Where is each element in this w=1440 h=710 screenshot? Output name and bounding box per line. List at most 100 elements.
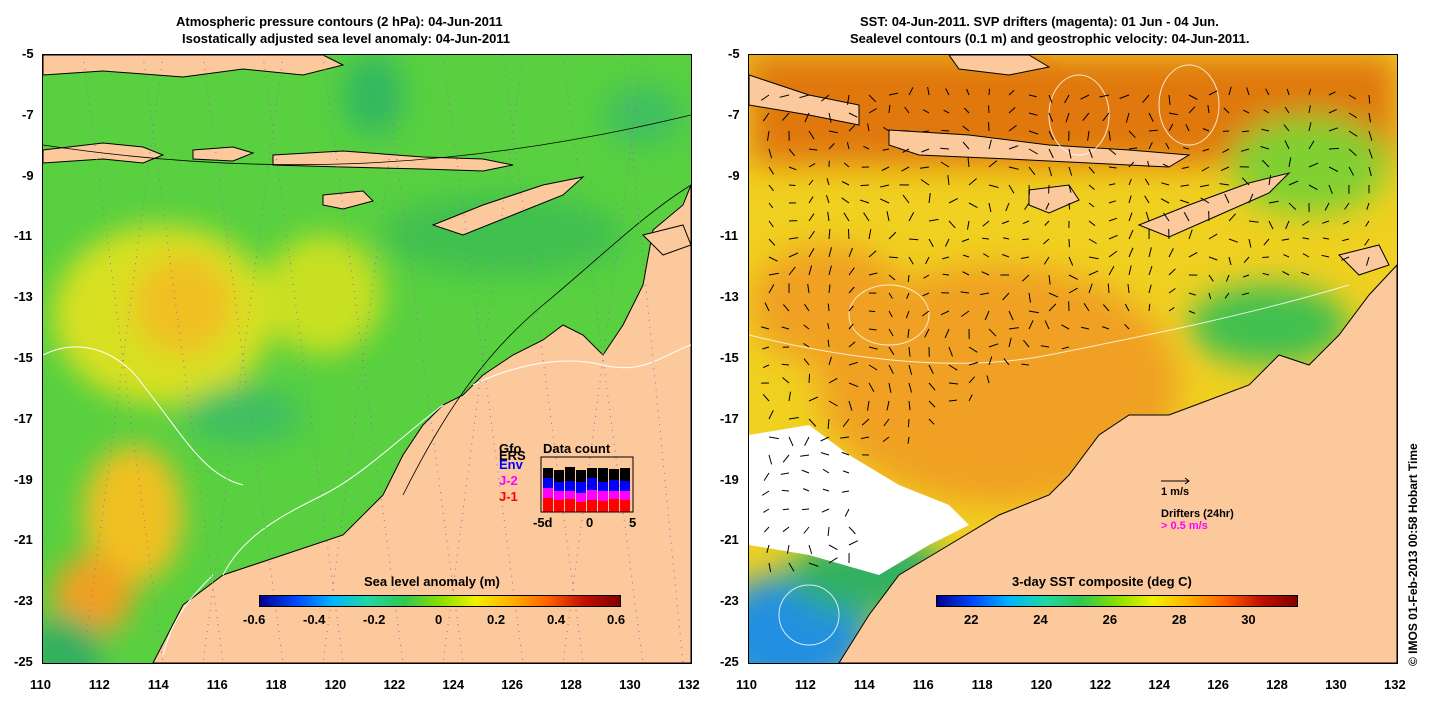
velocity-arrow [848, 323, 854, 330]
velocity-arrow [768, 256, 778, 262]
velocity-arrow [828, 229, 831, 240]
velocity-arrow [867, 400, 870, 411]
velocity-arrow [1040, 345, 1050, 348]
velocity-arrow [1125, 112, 1130, 123]
velocity-arrow [1308, 88, 1312, 96]
latitude-tick: -7 [728, 106, 740, 122]
latitude-tick: -11 [720, 228, 739, 244]
velocity-arrow [1028, 292, 1031, 303]
credit-text: © IMOS 01-Feb-2013 00:58 Hobart Time [1406, 443, 1420, 666]
velocity-arrow [1366, 202, 1370, 210]
velocity-arrow [928, 218, 939, 222]
velocity-arrow [1220, 166, 1230, 172]
velocity-arrow [1048, 303, 1057, 312]
velocity-arrow [808, 248, 815, 258]
velocity-arrow [1028, 112, 1038, 116]
right-map: 1 m/s Drifters (24hr) > 0.5 m/s [748, 54, 1398, 664]
velocity-arrow [1068, 274, 1079, 280]
velocity-arrow [888, 328, 894, 337]
velocity-arrow [1348, 166, 1355, 176]
velocity-arrow [888, 231, 897, 240]
right-title-line2: Sealevel contours (0.1 m) and geostrophi… [850, 31, 1250, 46]
velocity-arrow [1179, 199, 1190, 204]
velocity-arrow [1022, 238, 1030, 241]
velocity-arrow [841, 181, 850, 186]
velocity-arrow [1021, 363, 1030, 366]
data-count-bar [587, 468, 597, 478]
velocity-arrow [808, 162, 816, 168]
velocity-arrow [1102, 112, 1110, 122]
longitude-tick: 122 [1089, 677, 1112, 692]
velocity-arrow [1028, 166, 1036, 176]
velocity-arrow [988, 184, 999, 188]
velocity-arrow [1147, 160, 1150, 168]
velocity-arrow [968, 394, 973, 402]
velocity-arrow [1108, 217, 1118, 222]
velocity-arrow [1068, 202, 1071, 210]
velocity-arrow [1208, 256, 1218, 261]
velocity-arrow [848, 267, 855, 276]
right-colorbar-tick: 24 [1033, 612, 1048, 627]
velocity-arrow [922, 310, 930, 317]
velocity-arrow [986, 375, 990, 384]
velocity-arrow [1241, 177, 1250, 186]
sst-blob [1189, 285, 1349, 365]
velocity-arrow [1148, 284, 1152, 294]
velocity-arrow [768, 148, 773, 159]
velocity-arrow [1068, 148, 1072, 159]
velocity-arrow [888, 292, 893, 299]
velocity-arrow [788, 417, 799, 420]
velocity-arrow [1285, 220, 1290, 230]
data-count-bar [554, 470, 564, 482]
velocity-arrow [828, 557, 838, 564]
velocity-arrow [1328, 147, 1339, 150]
latitude-tick: -9 [22, 167, 34, 183]
latitude-tick: -21 [720, 532, 739, 548]
velocity-arrow [948, 220, 956, 229]
velocity-arrow [768, 166, 775, 175]
latitude-tick: -5 [728, 46, 740, 61]
velocity-arrow [1088, 238, 1097, 244]
velocity-arrow [1108, 234, 1118, 240]
longitude-tick: 124 [442, 677, 465, 692]
velocity-arrow [928, 382, 936, 391]
velocity-arrow [1366, 256, 1370, 266]
data-count-bar [620, 481, 630, 491]
velocity-arrow [907, 274, 910, 283]
velocity-arrow [1183, 147, 1190, 150]
velocity-arrow [768, 454, 773, 465]
latitude-tick: -25 [14, 654, 33, 669]
longitude-tick: 118 [971, 677, 993, 692]
velocity-arrow [988, 105, 990, 114]
velocity-arrow [948, 399, 957, 402]
velocity-arrow [808, 562, 819, 567]
velocity-arrow [808, 130, 815, 140]
velocity-arrow [1064, 94, 1070, 104]
velocity-arrow [762, 112, 770, 122]
tanimbar-land [1338, 244, 1390, 276]
velocity-arrow [1107, 283, 1110, 294]
velocity-arrow [963, 107, 970, 114]
velocity-arrow [879, 198, 890, 204]
velocity-arrow [767, 130, 770, 141]
velocity-arrow [907, 436, 910, 444]
velocity-arrow [788, 436, 794, 447]
velocity-arrow [919, 166, 930, 169]
velocity-arrow [1008, 327, 1019, 330]
velocity-arrow [843, 212, 850, 222]
velocity-arrow [828, 400, 838, 407]
latitude-tick: -23 [14, 593, 33, 609]
velocity-arrow [1348, 94, 1357, 100]
longitude-tick: 112 [88, 677, 110, 692]
left-title-line1: Atmospheric pressure contours (2 hPa): 0… [176, 14, 503, 29]
velocity-arrow [1168, 268, 1176, 276]
sumbawa-flores-land [272, 150, 514, 172]
velocity-arrow [867, 123, 870, 132]
velocity-arrow [1048, 94, 1053, 104]
velocity-arrow [788, 252, 799, 258]
velocity-arrow [1088, 220, 1096, 227]
velocity-arrow [881, 166, 890, 171]
data-count-bar [554, 491, 564, 500]
velocity-arrow [768, 562, 772, 573]
left-colorbar-tick: 0.4 [547, 612, 566, 627]
